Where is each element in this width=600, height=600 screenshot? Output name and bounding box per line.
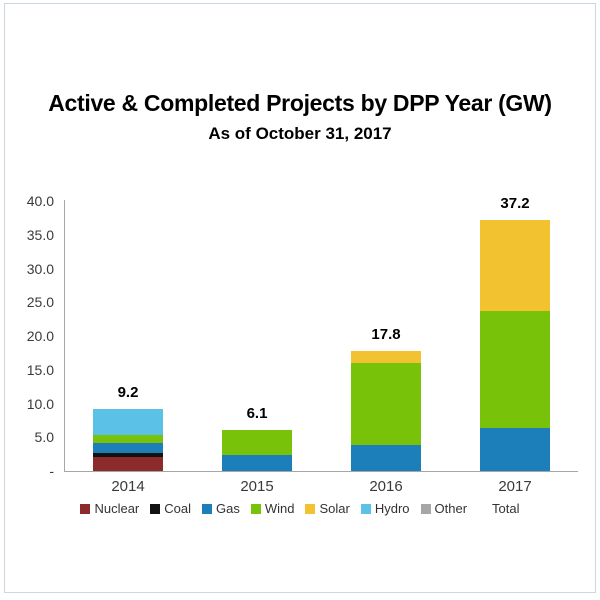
bar-segment-solar-2016 — [351, 350, 421, 363]
legend-label: Coal — [164, 501, 192, 516]
bar-segment-wind-2014 — [93, 434, 163, 444]
bar-total-label-2017: 37.2 — [500, 194, 530, 212]
bar-segment-wind-2015 — [222, 429, 292, 455]
plot-area — [64, 200, 578, 472]
legend-item-hydro: Hydro — [360, 501, 410, 516]
bar-segment-solar-2017 — [480, 219, 550, 312]
chart-subtitle: As of October 31, 2017 — [208, 124, 392, 143]
legend-item-nuclear: Nuclear — [80, 501, 139, 516]
legend-label: Gas — [216, 501, 240, 516]
y-tick-label: 25.0 — [26, 294, 54, 311]
bar-segment-wind-2017 — [480, 311, 550, 428]
x-axis-label-2017: 2017 — [498, 478, 532, 495]
y-tick-label: 15.0 — [26, 361, 54, 378]
legend-item-gas: Gas — [202, 501, 240, 516]
y-tick-label: 35.0 — [26, 226, 54, 243]
bar-segment-hydro-2014 — [93, 408, 163, 435]
legend-label: Wind — [264, 501, 295, 516]
y-tick-label: 10.0 — [26, 395, 54, 412]
legend-label: Solar — [319, 501, 350, 516]
legend-label: Nuclear — [94, 501, 140, 516]
bar-segment-nuclear-2014 — [93, 456, 163, 471]
x-axis-label-2015: 2015 — [240, 478, 274, 495]
y-tick-label: - — [49, 463, 54, 479]
y-tick-label: 40.0 — [26, 193, 54, 209]
bar-total-label-2016: 17.8 — [371, 325, 401, 343]
y-tick-label: 20.0 — [26, 328, 54, 344]
bar-total-label-2015: 6.1 — [246, 404, 268, 422]
y-tick-label: 5.0 — [34, 429, 54, 446]
bar-segment-gas-2016 — [351, 445, 421, 471]
legend-swatch-hydro — [360, 503, 371, 514]
bar-segment-wind-2016 — [351, 363, 421, 446]
bar-segment-gas-2015 — [222, 454, 292, 471]
x-axis-label-2016: 2016 — [369, 478, 403, 495]
legend-label: Hydro — [374, 501, 410, 516]
legend-item-wind: Wind — [250, 501, 295, 516]
bar-segment-gas-2017 — [480, 427, 550, 471]
legend: Nuclear Coal Gas Wind Solar Hydro Other Total — [0, 501, 600, 516]
legend-swatch-gas — [202, 503, 213, 514]
legend-swatch-nuclear — [80, 503, 91, 514]
chart-title: Active & Completed Projects by DPP Year … — [48, 90, 552, 116]
legend-swatch-solar — [305, 503, 316, 514]
legend-label: Other — [434, 501, 468, 516]
bar-total-label-2014: 9.2 — [117, 383, 139, 401]
legend-swatch-other — [420, 503, 431, 514]
bar-segment-gas-2014 — [93, 443, 163, 454]
legend-item-total: Total — [478, 501, 519, 516]
x-axis-label-2014: 2014 — [111, 478, 145, 495]
legend-item-other: Other — [420, 501, 468, 516]
legend-item-coal: Coal — [150, 501, 191, 516]
legend-label: Total — [492, 501, 520, 516]
legend-item-solar: Solar — [305, 501, 350, 516]
y-tick-label: 30.0 — [26, 260, 54, 277]
legend-swatch-wind — [250, 503, 261, 514]
legend-swatch-coal — [150, 503, 161, 514]
bar-segment-coal-2014 — [93, 453, 163, 457]
